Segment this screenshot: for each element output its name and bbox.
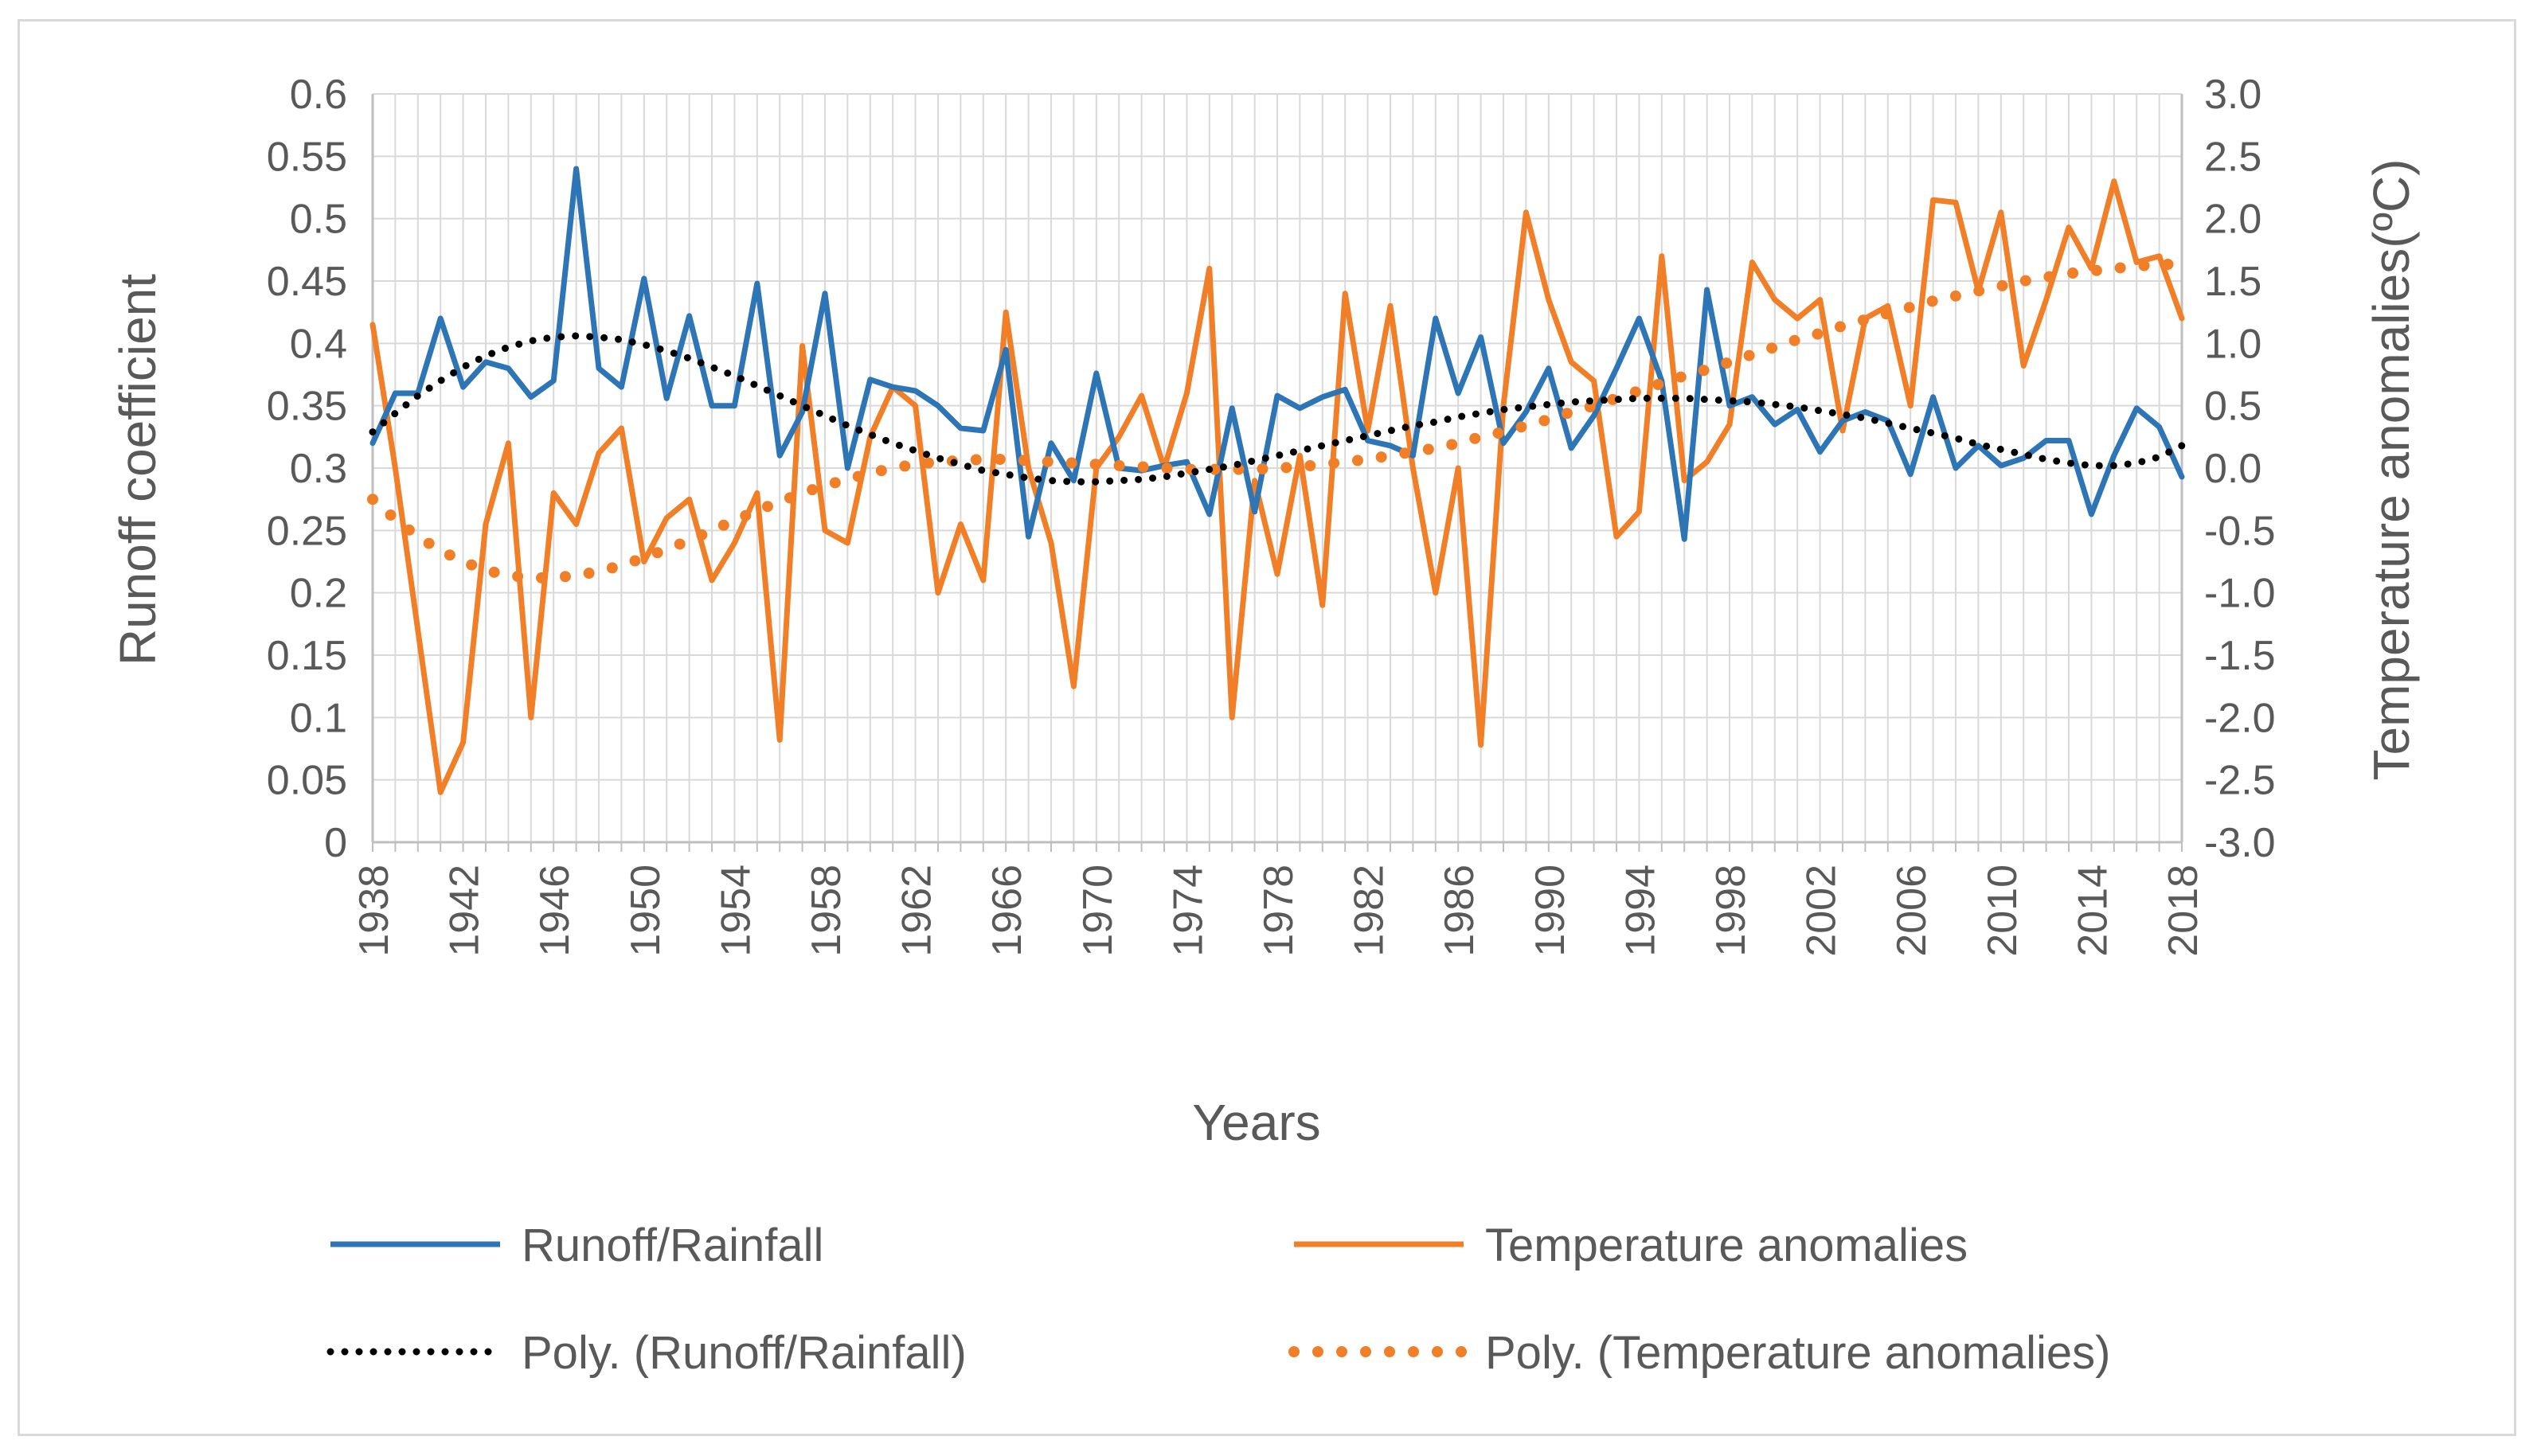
x-tick-label: 1982 [1347,865,1393,957]
legend-label-temperature: Temperature anomalies [1485,1220,1968,1271]
legend-label-runoff-trend: Poly. (Runoff/Rainfall) [522,1327,967,1379]
y-tick-label: 0.2 [290,571,347,617]
y2-tick-label: -3.0 [2204,820,2276,866]
y2-tick-label: -1.5 [2204,633,2276,679]
x-tick-label: 1994 [1617,865,1663,957]
y-tick-label: 0.6 [290,72,347,118]
y-axis-title: Runoff coefficient [109,274,166,666]
series-runoff-line [369,166,2185,542]
x-tick-label: 1958 [803,865,850,957]
y2-tick-label: -2.5 [2204,758,2276,804]
series-lines [367,166,2187,795]
y-tick-label: 0.4 [290,321,347,367]
x-tick-label: 2002 [1799,865,1845,957]
y-tick-label: 0.3 [290,446,347,492]
x-tick-label: 1966 [984,865,1030,957]
legend-label-runoff: Runoff/Rainfall [522,1220,823,1271]
y-tick-label: 0.1 [290,695,347,741]
x-tick-label: 1990 [1527,865,1573,957]
series-runoff-trend-line [369,332,2186,486]
y2-tick-label: -0.5 [2204,508,2276,554]
x-tick-label: 1962 [894,865,940,957]
legend-item-temperature-trend[interactable]: Poly. (Temperature anomalies) [1288,1327,2110,1379]
series-temperature-line [369,178,2185,795]
y2-tick-label: 2.5 [2204,134,2261,180]
y-tick-label: 0.05 [267,758,347,804]
y2-tick-label: 0.5 [2204,384,2261,430]
y2-axis-title: Temperature anomalies(ºC) [2363,159,2420,781]
x-tick-label: 1942 [442,865,488,957]
x-tick-label: 1938 [351,865,397,957]
legend-label-temperature-trend: Poly. (Temperature anomalies) [1485,1327,2110,1379]
x-axis-title: Years [1192,1094,1320,1151]
y2-tick-label: 1.5 [2204,259,2261,305]
tick-labels: 0 0.05 0.1 0.15 0.2 0.25 0.3 0.35 0.4 0.45 0.5 0.55… [267,72,2276,957]
y-tick-label: 0.55 [267,134,347,180]
y-tick-label: 0.25 [267,508,347,554]
axes [371,94,2183,852]
x-tick-label: 1970 [1075,865,1121,957]
y-tick-label: 0.5 [290,197,347,243]
x-tick-label: 2018 [2160,865,2207,957]
x-tick-label: 1954 [713,865,759,957]
y2-tick-label: 1.0 [2204,321,2261,367]
x-tick-label: 2010 [1980,865,2026,957]
x-tick-label: 2006 [1889,865,1935,957]
x-tick-label: 1986 [1437,865,1483,957]
y2-tick-label: 0.0 [2204,446,2261,492]
x-tick-label: 2014 [2070,865,2116,957]
y2-tick-label: 3.0 [2204,72,2261,118]
y-tick-label: 0 [324,820,347,866]
y2-tick-label: -2.0 [2204,695,2276,741]
y-tick-label: 0.35 [267,384,347,430]
x-tick-label: 1974 [1165,865,1211,957]
x-tick-label: 1950 [623,865,669,957]
y2-tick-label: 2.0 [2204,197,2261,243]
x-tick-label: 1946 [532,865,578,957]
legend-item-temperature[interactable]: Temperature anomalies [1294,1220,1968,1271]
y2-tick-label: -1.0 [2204,571,2276,617]
x-tick-label: 1978 [1256,865,1302,957]
y-tick-label: 0.15 [267,633,347,679]
legend: Runoff/Rainfall Temperature anomalies Po… [326,1220,2110,1379]
x-tick-label: 1998 [1708,865,1754,957]
legend-item-runoff[interactable]: Runoff/Rainfall [330,1220,823,1271]
legend-item-runoff-trend[interactable]: Poly. (Runoff/Rainfall) [326,1327,967,1379]
y-tick-label: 0.45 [267,259,347,305]
